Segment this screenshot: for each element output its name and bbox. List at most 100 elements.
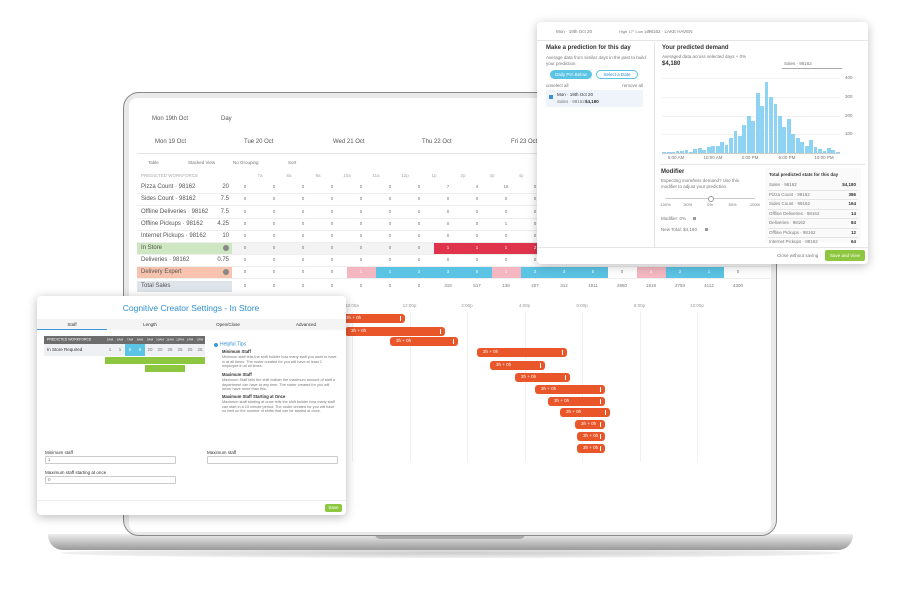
cell-value: 1 bbox=[707, 268, 711, 274]
day-tab[interactable]: Mon 19 Oct bbox=[155, 139, 187, 145]
shift-handle bbox=[600, 445, 601, 451]
button[interactable] bbox=[550, 70, 592, 79]
toolbar-button[interactable]: No Grouping bbox=[233, 159, 259, 165]
text-input[interactable] bbox=[207, 456, 338, 464]
row-label: In Store Required bbox=[47, 346, 83, 352]
cell-value: 0 bbox=[272, 256, 276, 262]
shift-bar[interactable] bbox=[535, 384, 605, 394]
button[interactable] bbox=[325, 504, 342, 512]
stats-label: Offline Pickups · 98162 bbox=[769, 229, 816, 235]
shift-bar[interactable] bbox=[515, 372, 570, 382]
cell-value: 2 bbox=[533, 244, 537, 250]
stats-value: 14 bbox=[850, 210, 856, 216]
cell-value: 0 bbox=[446, 208, 450, 214]
cell-value: 0 bbox=[533, 256, 537, 262]
shift-handle bbox=[540, 362, 541, 368]
slider-tick: 50% bbox=[728, 202, 737, 207]
day-tab[interactable]: Tue 20 Oct bbox=[244, 139, 274, 145]
input-value: 0 bbox=[48, 476, 51, 482]
bar bbox=[755, 93, 760, 153]
link[interactable]: unselect all bbox=[546, 82, 569, 88]
bar bbox=[804, 145, 809, 153]
tab[interactable]: Staff bbox=[67, 321, 77, 327]
text-input[interactable] bbox=[45, 456, 176, 464]
shift-bar[interactable] bbox=[575, 419, 605, 429]
cancel-button[interactable]: Close without saving bbox=[777, 252, 819, 258]
button[interactable] bbox=[596, 70, 638, 79]
day-tab[interactable]: Wed 21 Oct bbox=[333, 139, 365, 145]
shift-bar[interactable] bbox=[490, 360, 545, 370]
stats-label: Pizza Count · 98162 bbox=[769, 191, 810, 197]
settings-icon bbox=[223, 269, 229, 275]
text-input[interactable] bbox=[45, 476, 176, 484]
shift-label: 3h + 0h bbox=[521, 373, 537, 379]
cell-value: 0 bbox=[504, 195, 508, 201]
cell-value: 0 bbox=[504, 256, 508, 262]
range-bar bbox=[105, 357, 205, 364]
shift-bar[interactable] bbox=[560, 407, 610, 417]
shift-handle bbox=[600, 398, 601, 404]
cell-value: 0 bbox=[359, 256, 363, 262]
slider-thumb[interactable] bbox=[708, 195, 714, 202]
tab[interactable]: Length bbox=[143, 321, 157, 327]
bar bbox=[671, 152, 676, 153]
hour-label: 6AM bbox=[116, 337, 124, 342]
cell-fill bbox=[462, 266, 492, 278]
shift-bar[interactable] bbox=[548, 396, 605, 406]
cell-value: 0 bbox=[243, 220, 247, 226]
cell-value: 20 bbox=[157, 346, 163, 352]
cell-value: 0 bbox=[243, 268, 247, 274]
shift-bar[interactable] bbox=[340, 313, 405, 323]
x-tick-label: 10:00 PM bbox=[814, 154, 834, 160]
select-label[interactable]: Sales · 98162 bbox=[784, 60, 812, 66]
cell-fill bbox=[665, 266, 695, 278]
cell-value: 0 bbox=[417, 183, 421, 189]
x-tick-label: 6:00 PM bbox=[778, 154, 796, 160]
row-total: 20 bbox=[222, 184, 229, 190]
bar bbox=[769, 96, 773, 153]
toolbar-button[interactable]: Stacked View bbox=[188, 159, 216, 165]
section-text: Averaged data across selected days + 0% bbox=[662, 53, 747, 59]
time-label: 4:00p bbox=[518, 302, 531, 308]
cell-fill bbox=[636, 266, 666, 278]
shift-bar[interactable] bbox=[577, 443, 605, 453]
tab[interactable]: Open/Close bbox=[216, 321, 240, 327]
header-line bbox=[537, 40, 868, 41]
date-picker[interactable]: Mon 19th Oct bbox=[152, 116, 189, 122]
toolbar-button[interactable]: Table bbox=[148, 159, 159, 165]
cell-value: 0 bbox=[330, 244, 334, 250]
shift-bar[interactable] bbox=[577, 431, 605, 441]
day-tab[interactable]: Thu 22 Oct bbox=[422, 139, 452, 145]
shift-bar[interactable] bbox=[477, 347, 567, 357]
shift-bar[interactable] bbox=[390, 336, 458, 346]
cell-value: 1 bbox=[475, 244, 479, 250]
cell-value: 0 bbox=[272, 244, 276, 250]
cell-value: 0 bbox=[330, 220, 334, 226]
modifier-value: Modifier: 0% bbox=[661, 215, 687, 221]
cell-value: 0 bbox=[388, 256, 392, 262]
link[interactable]: remove all bbox=[622, 82, 643, 88]
cell-value: 0 bbox=[417, 256, 421, 262]
cell-value: 0 bbox=[243, 183, 247, 189]
cell-value: 4300 bbox=[732, 282, 744, 288]
row-label: Offline Pickups · 98162 bbox=[141, 221, 203, 227]
day-tab[interactable]: Fri 23 Oct bbox=[511, 139, 538, 145]
select[interactable] bbox=[782, 59, 842, 69]
button[interactable] bbox=[825, 250, 865, 261]
toolbar-button[interactable]: Sort bbox=[288, 159, 297, 165]
cell-value: 0 bbox=[301, 220, 305, 226]
cell-value: 0 bbox=[330, 183, 334, 189]
edit-icon bbox=[705, 228, 708, 231]
bar bbox=[809, 139, 813, 153]
bar bbox=[684, 150, 689, 153]
cell-fill bbox=[462, 242, 492, 254]
view-select[interactable]: Day bbox=[221, 116, 232, 122]
field-label: Maximum staff bbox=[207, 449, 237, 455]
divider bbox=[660, 164, 865, 165]
tip-text: Maximum Staff tells the shift builder th… bbox=[222, 378, 335, 392]
tab[interactable]: Advanced bbox=[295, 321, 317, 327]
hour-label: 8a bbox=[286, 172, 292, 178]
cell-value: 517 bbox=[473, 282, 481, 288]
shift-bar[interactable] bbox=[345, 326, 445, 336]
cell-value: 2793 bbox=[674, 282, 686, 288]
